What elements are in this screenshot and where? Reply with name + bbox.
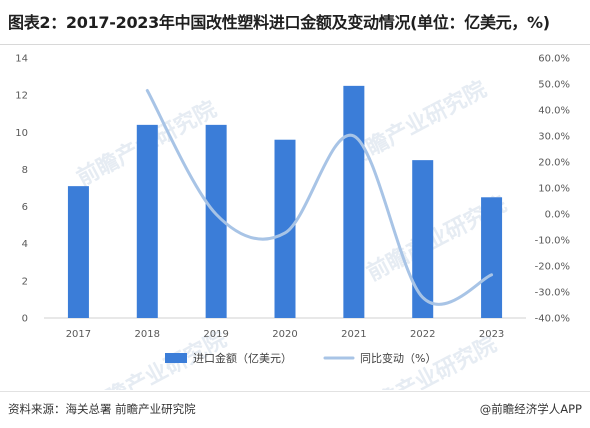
legend-bar-label: 进口金额（亿美元） xyxy=(193,351,292,365)
left-tick-label: 6 xyxy=(22,202,28,213)
left-tick-label: 4 xyxy=(22,239,28,250)
x-tick-label: 2021 xyxy=(341,329,366,340)
bar xyxy=(205,124,227,318)
source-note: 资料来源：海关总署 前瞻产业研究院 xyxy=(8,402,196,416)
left-tick-label: 12 xyxy=(15,91,28,102)
right-tick-label: 10.0% xyxy=(538,184,570,195)
bar xyxy=(412,160,434,318)
chart: 前瞻产业研究院前瞻产业研究院前瞻产业研究院前瞻产业研究院前瞻产业研究院 0246… xyxy=(15,54,570,391)
left-tick-label: 0 xyxy=(22,314,28,325)
right-axis: -40.0% -30.0% -20.0% -10.0% 0.0% 10.0% 20.0% 30… xyxy=(535,54,570,325)
x-tick-label: 2017 xyxy=(66,329,91,340)
x-tick-label: 2019 xyxy=(203,329,228,340)
bar xyxy=(136,124,158,318)
right-tick-label: -20.0% xyxy=(535,262,570,273)
right-tick-label: 0.0% xyxy=(545,210,570,221)
bar xyxy=(481,197,503,318)
legend: 进口金额（亿美元） 同比变动（%） xyxy=(165,351,436,365)
right-tick-label: 60.0% xyxy=(538,54,570,65)
title-divider xyxy=(0,44,590,45)
legend-line-label: 同比变动（%） xyxy=(360,351,436,365)
right-tick-label: 50.0% xyxy=(538,80,570,91)
left-tick-label: 10 xyxy=(15,128,28,139)
right-tick-label: -40.0% xyxy=(535,314,570,325)
left-tick-label: 8 xyxy=(22,165,28,176)
x-tick-label: 2020 xyxy=(272,329,297,340)
yoy-line xyxy=(145,89,494,306)
right-tick-label: 40.0% xyxy=(538,106,570,117)
left-tick-label: 14 xyxy=(15,54,28,65)
right-tick-label: 20.0% xyxy=(538,158,570,169)
brand-credit: @前瞻经济学人APP xyxy=(479,402,582,416)
right-tick-label: -30.0% xyxy=(535,288,570,299)
right-tick-label: 30.0% xyxy=(538,132,570,143)
footer-divider xyxy=(0,391,590,392)
x-tick-label: 2018 xyxy=(135,329,160,340)
bar xyxy=(274,139,296,318)
bar xyxy=(67,186,89,318)
chart-title: 图表2：2017-2023年中国改性塑料进口金额及变动情况(单位：亿美元，%) xyxy=(8,13,550,32)
bar xyxy=(343,85,365,318)
right-tick-label: -10.0% xyxy=(535,236,570,247)
left-tick-label: 2 xyxy=(22,276,28,287)
left-axis: 0 2 4 6 8 10 12 14 xyxy=(15,54,28,325)
x-tick-label: 2023 xyxy=(479,329,504,340)
legend-bar-swatch xyxy=(165,353,187,363)
bar-series xyxy=(67,85,503,318)
x-tick-label: 2022 xyxy=(410,329,435,340)
x-axis: 2017 2018 2019 2020 2021 2022 2023 xyxy=(66,329,505,340)
watermark-text: 前瞻产业研究院 xyxy=(343,76,491,171)
